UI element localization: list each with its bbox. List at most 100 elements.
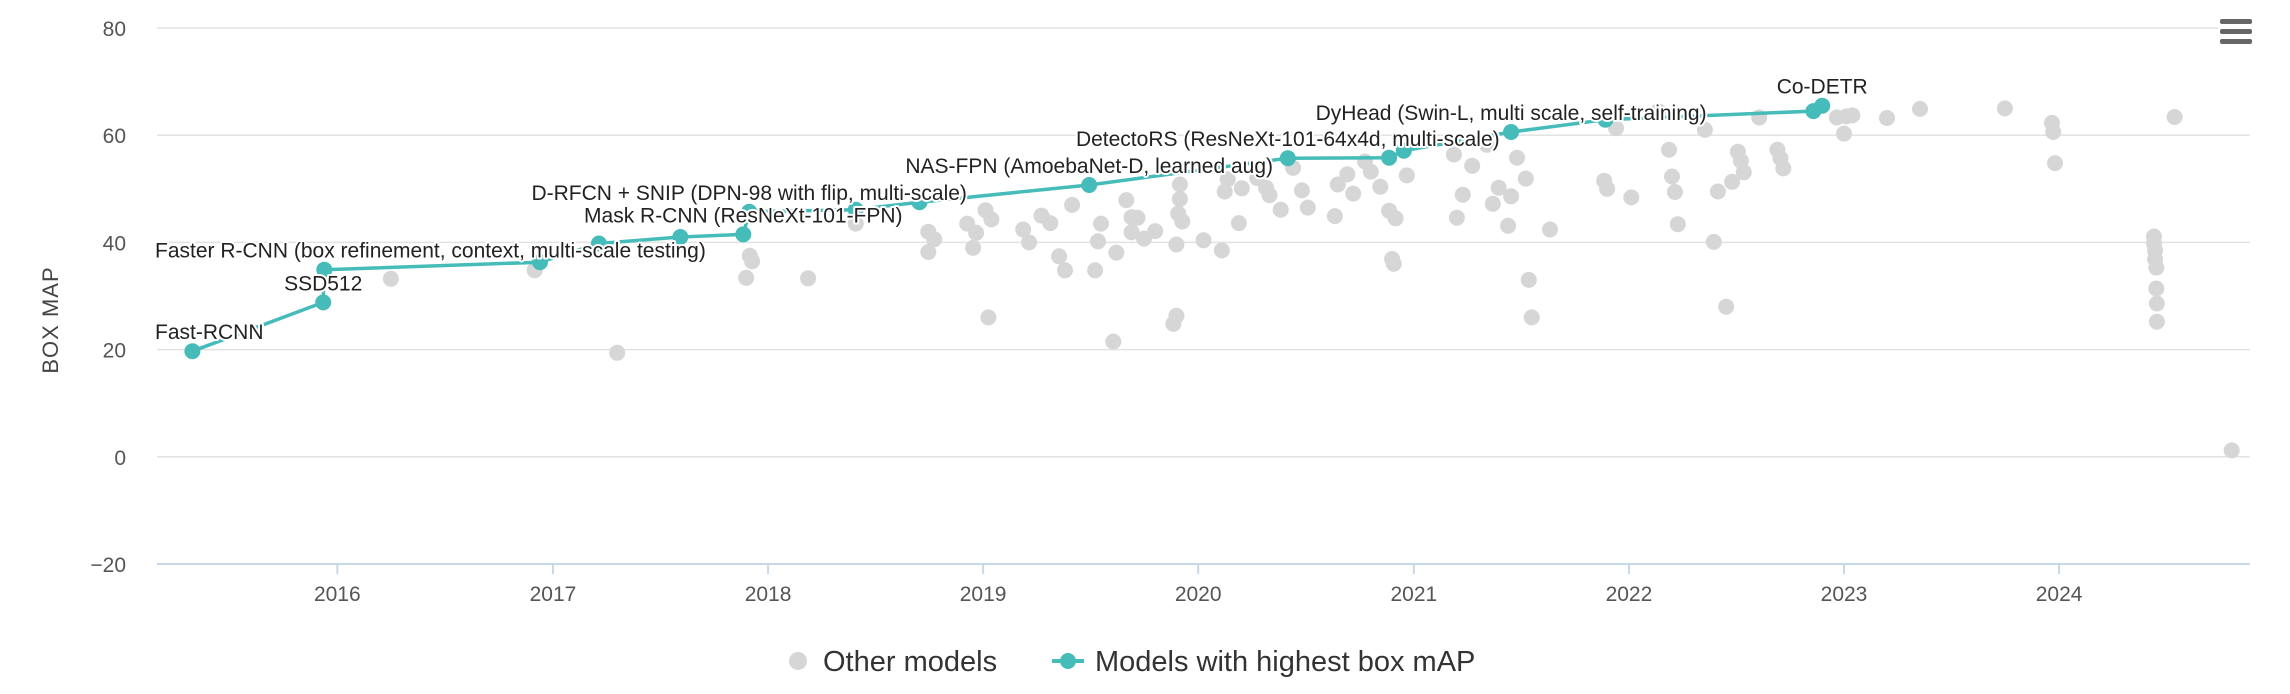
x-tick-label: 2022 xyxy=(1606,583,1653,606)
other-model-point xyxy=(1015,221,1032,238)
other-model-point xyxy=(968,224,985,241)
other-model-point xyxy=(1520,271,1537,288)
other-model-point xyxy=(1623,189,1640,206)
other-model-point xyxy=(1445,146,1462,163)
best-model-data-label: Mask R-CNN (ResNeXt-101-FPN) xyxy=(584,204,903,227)
other-model-point xyxy=(2223,442,2240,459)
other-model-point xyxy=(1775,160,1792,177)
best-model-data-label: NAS-FPN (AmoebaNet-D, learned aug) xyxy=(905,155,1273,178)
y-tick-label: 0 xyxy=(114,447,126,470)
other-model-point xyxy=(1339,166,1356,183)
best-model-point xyxy=(1814,97,1831,114)
hamburger-menu-icon xyxy=(2220,19,2252,44)
other-model-point xyxy=(1147,223,1164,240)
other-model-point xyxy=(1523,309,1540,326)
other-model-point xyxy=(1503,188,1520,205)
other-model-point xyxy=(1996,100,2013,117)
other-model-point xyxy=(1912,100,1928,117)
other-model-point xyxy=(1171,176,1188,193)
best-model-data-label: D-RFCN + SNIP (DPN-98 with flip, multi-s… xyxy=(531,182,966,205)
best-model-data-label: Fast-RCNN xyxy=(155,321,264,344)
best-model-point xyxy=(1381,149,1398,166)
other-model-point xyxy=(1735,164,1752,181)
context-menu-button[interactable] xyxy=(2218,16,2254,48)
other-model-point xyxy=(1362,163,1379,180)
other-model-point xyxy=(1650,103,1667,120)
y-tick-label: 60 xyxy=(103,125,126,148)
other-model-point xyxy=(1021,234,1038,251)
other-model-point xyxy=(1195,232,1212,249)
other-model-point xyxy=(1136,230,1152,247)
other-model-point xyxy=(1093,215,1109,232)
other-model-point xyxy=(1509,149,1525,166)
other-model-point xyxy=(1293,182,1310,199)
x-tick-label: 2020 xyxy=(1175,583,1222,606)
best-model-point xyxy=(1597,111,1614,128)
other-model-point xyxy=(920,244,937,260)
other-model-point xyxy=(1385,255,1402,272)
other-model-point xyxy=(1542,221,1558,238)
best-model-point xyxy=(741,203,758,220)
other-model-point xyxy=(1051,248,1068,265)
other-model-point xyxy=(2148,280,2165,297)
y-tick-label: 40 xyxy=(103,232,126,255)
other-model-point xyxy=(1454,186,1471,203)
other-model-point xyxy=(1666,184,1683,200)
other-model-point xyxy=(847,215,864,232)
other-model-point xyxy=(2148,259,2165,276)
other-model-point xyxy=(1718,298,1735,315)
best-model-point xyxy=(184,343,201,360)
other-model-point xyxy=(1329,176,1346,193)
other-model-point xyxy=(2148,313,2165,330)
other-model-point xyxy=(1844,107,1861,124)
best-model-point xyxy=(315,294,332,311)
x-tick-label: 2017 xyxy=(530,583,577,606)
other-model-point xyxy=(1387,210,1404,227)
other-model-point xyxy=(1478,136,1495,153)
legend-label-best-models: Models with highest box mAP xyxy=(1095,646,1475,678)
other-model-point xyxy=(1123,224,1140,241)
y-tick-label: 20 xyxy=(103,340,126,363)
other-model-point xyxy=(1345,185,1362,202)
other-model-point xyxy=(1171,191,1188,207)
legend-item-best-models[interactable]: Models with highest box mAP xyxy=(1052,646,1475,678)
other-model-point xyxy=(1299,199,1316,216)
grid-lines xyxy=(157,27,2250,574)
other-model-point xyxy=(1398,167,1415,184)
other-model-point xyxy=(1213,242,1230,259)
other-model-point xyxy=(1517,170,1534,187)
other-model-point xyxy=(1129,209,1146,226)
other-model-point xyxy=(1042,215,1059,232)
best-model-point xyxy=(911,194,928,211)
best-model-point xyxy=(532,254,548,271)
other-model-point xyxy=(1669,216,1686,233)
other-model-point xyxy=(1168,236,1185,253)
best-model-point xyxy=(847,201,864,218)
other-model-point xyxy=(609,344,626,361)
y-tick-label: −20 xyxy=(90,554,126,577)
other-model-point xyxy=(1709,183,1726,200)
other-model-point xyxy=(1484,195,1501,212)
other-model-point xyxy=(1272,201,1289,218)
x-tick-label: 2024 xyxy=(2036,583,2083,606)
best-model-data-label: DyHead (Swin-L, multi scale, self-traini… xyxy=(1316,102,1707,125)
other-model-point xyxy=(1464,157,1481,174)
other-model-point xyxy=(1090,233,1106,250)
best-model-point xyxy=(1081,177,1098,193)
other-model-point xyxy=(2166,109,2183,125)
other-model-point xyxy=(1664,168,1680,185)
other-model-point xyxy=(1219,171,1236,188)
best-models-series xyxy=(184,97,1831,360)
other-model-point xyxy=(738,269,755,286)
legend-item-other-models[interactable]: Other models xyxy=(789,646,997,678)
other-model-point xyxy=(965,239,982,256)
y-tick-label: 80 xyxy=(103,18,126,41)
other-model-point xyxy=(1108,244,1125,261)
other-model-point xyxy=(1490,179,1507,196)
other-model-point xyxy=(1836,125,1852,142)
legend-marker-best-models xyxy=(1060,653,1076,669)
legend-marker-other-models xyxy=(789,652,807,670)
x-tick-label: 2016 xyxy=(314,583,361,606)
other-model-point xyxy=(1661,141,1677,158)
